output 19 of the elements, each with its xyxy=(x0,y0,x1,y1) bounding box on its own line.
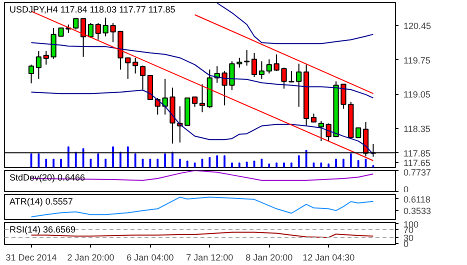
x-tick-label: 8 Jan 20:00 xyxy=(246,252,293,262)
x-tick-label: 12 Jan 04:30 xyxy=(302,252,355,262)
y-tick-label: 120.45 xyxy=(404,21,432,32)
x-tick-label: 6 Jan 04:00 xyxy=(126,252,174,262)
x-tick-label: 31 Dec 2014 xyxy=(6,252,57,262)
chart-title: RSI(14) 36.6569 xyxy=(10,224,76,234)
y-tick-label: 0.3533 xyxy=(404,206,432,216)
y-tick-label: 0.6118 xyxy=(404,194,430,204)
chart-title: USDJPY,H4 117.84 118.03 117.77 117.85 xyxy=(10,4,176,14)
x-tick-label: 7 Jan 12:00 xyxy=(186,252,234,262)
y-tick-label: 117.65 xyxy=(404,158,430,168)
y-tick-label: 119.75 xyxy=(404,55,430,66)
y-tick-label: 119.05 xyxy=(404,90,430,100)
y-tick-label: 118.35 xyxy=(404,124,430,134)
x-tick-label: 2 Jan 20:00 xyxy=(67,252,114,262)
y-tick-label: 0.7737 xyxy=(404,168,432,178)
chart-title: ATR(14) 0.5557 xyxy=(10,196,73,206)
ref-line-label: 117.85 xyxy=(404,148,430,158)
y-tick-label: 30 xyxy=(404,233,414,243)
